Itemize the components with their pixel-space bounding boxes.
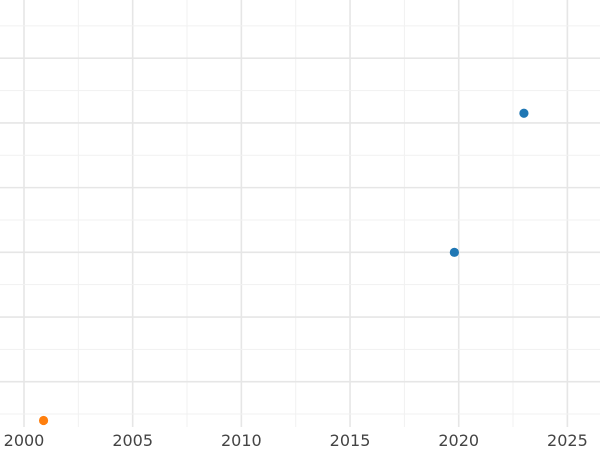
x-tick-label: 2020 — [438, 431, 479, 450]
x-tick-labels: 2000 2005 2010 2015 2020 2025 — [4, 431, 588, 450]
x-tick-label: 2025 — [547, 431, 588, 450]
x-tick-label: 2005 — [112, 431, 153, 450]
x-tick-label: 2000 — [4, 431, 45, 450]
points-layer — [38, 108, 529, 426]
grid-layer — [0, 0, 600, 427]
data-point-series-1-1 — [449, 247, 459, 257]
data-point-series-1-2 — [519, 108, 529, 118]
data-point-series-2-1 — [38, 415, 49, 426]
x-tick-label: 2010 — [221, 431, 262, 450]
x-tick-label: 2015 — [330, 431, 371, 450]
